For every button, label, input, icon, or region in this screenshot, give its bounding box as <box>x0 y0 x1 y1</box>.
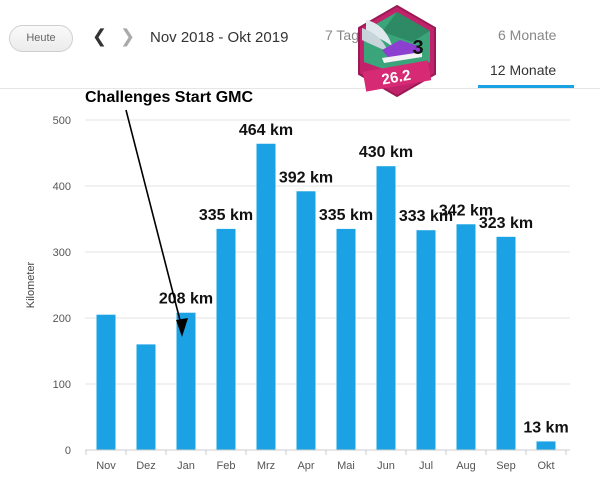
x-tick-label: Dez <box>136 460 156 472</box>
value-labels: 208 km 335 km 464 km 392 km 335 km 430 km 333 … <box>159 122 569 437</box>
x-axis-ticks: Nov Dez Jan Feb Mrz Apr Mai Jun Jul Aug Sep Okt <box>85 449 570 472</box>
value-label-jun: 430 km <box>359 144 413 161</box>
value-label-apr: 392 km <box>279 169 333 186</box>
chart-bars <box>96 143 556 450</box>
bar-jan[interactable] <box>176 312 196 450</box>
value-label-jan: 208 km <box>159 291 213 308</box>
value-label-okt: 13 km <box>523 419 568 436</box>
value-label-sep: 323 km <box>479 215 533 232</box>
value-label-jul: 333 km <box>399 208 453 225</box>
x-tick-label: Feb <box>217 460 236 472</box>
bar-apr[interactable] <box>296 191 316 450</box>
date-range-label: Nov 2018 - Okt 2019 <box>150 29 289 46</box>
x-tick-label: Jul <box>419 460 433 472</box>
bar-sep[interactable] <box>496 236 516 450</box>
x-tick-label: Aug <box>456 460 476 472</box>
y-axis-ticks: 0 100 200 300 400 500 <box>53 115 71 457</box>
annotation-text: Challenges Start GMC <box>85 89 254 106</box>
x-tick-label: Okt <box>537 460 554 472</box>
today-button[interactable]: Heute <box>9 25 73 52</box>
x-tick-label: Jan <box>177 460 195 472</box>
x-tick-label: Sep <box>496 460 516 472</box>
value-label-mai: 335 km <box>319 207 373 224</box>
x-tick-label: Apr <box>297 460 314 472</box>
y-tick-label: 300 <box>53 247 71 259</box>
y-axis-label: Kilometer <box>25 261 37 309</box>
bar-nov[interactable] <box>96 314 116 450</box>
active-tab-indicator <box>478 85 574 88</box>
badge-count: 3 <box>412 37 423 59</box>
y-tick-label: 200 <box>53 313 71 325</box>
value-label-mrz: 464 km <box>239 122 293 139</box>
winged-shoe-badge-icon: 26.2 3 <box>358 4 436 98</box>
bar-jul[interactable] <box>416 230 436 450</box>
bar-mrz[interactable] <box>256 143 276 450</box>
x-tick-label: Jun <box>377 460 395 472</box>
x-tick-label: Mai <box>337 460 355 472</box>
bar-okt[interactable] <box>536 441 556 450</box>
bar-dez[interactable] <box>136 344 156 450</box>
bar-mai[interactable] <box>336 228 356 450</box>
y-tick-label: 100 <box>53 379 71 391</box>
annotation-arrow <box>125 109 188 337</box>
bar-feb[interactable] <box>216 228 236 450</box>
y-tick-label: 0 <box>65 445 71 457</box>
tab-7-days[interactable]: 7 Tag <box>325 27 359 43</box>
x-tick-label: Nov <box>96 460 116 472</box>
bar-jun[interactable] <box>376 166 396 450</box>
chevron-right-icon[interactable]: ❯ <box>120 26 136 47</box>
chart-grid <box>85 119 570 451</box>
chevron-left-icon[interactable]: ❮ <box>92 26 108 47</box>
y-tick-label: 400 <box>53 181 71 193</box>
y-tick-label: 500 <box>53 115 71 127</box>
value-label-feb: 335 km <box>199 207 253 224</box>
tab-6-months[interactable]: 6 Monate <box>498 27 557 43</box>
tab-12-months[interactable]: 12 Monate <box>490 62 557 78</box>
bar-aug[interactable] <box>456 224 476 450</box>
badge-text: 26.2 <box>380 67 412 89</box>
value-label-aug: 342 km <box>439 202 493 219</box>
x-tick-label: Mrz <box>257 460 275 472</box>
